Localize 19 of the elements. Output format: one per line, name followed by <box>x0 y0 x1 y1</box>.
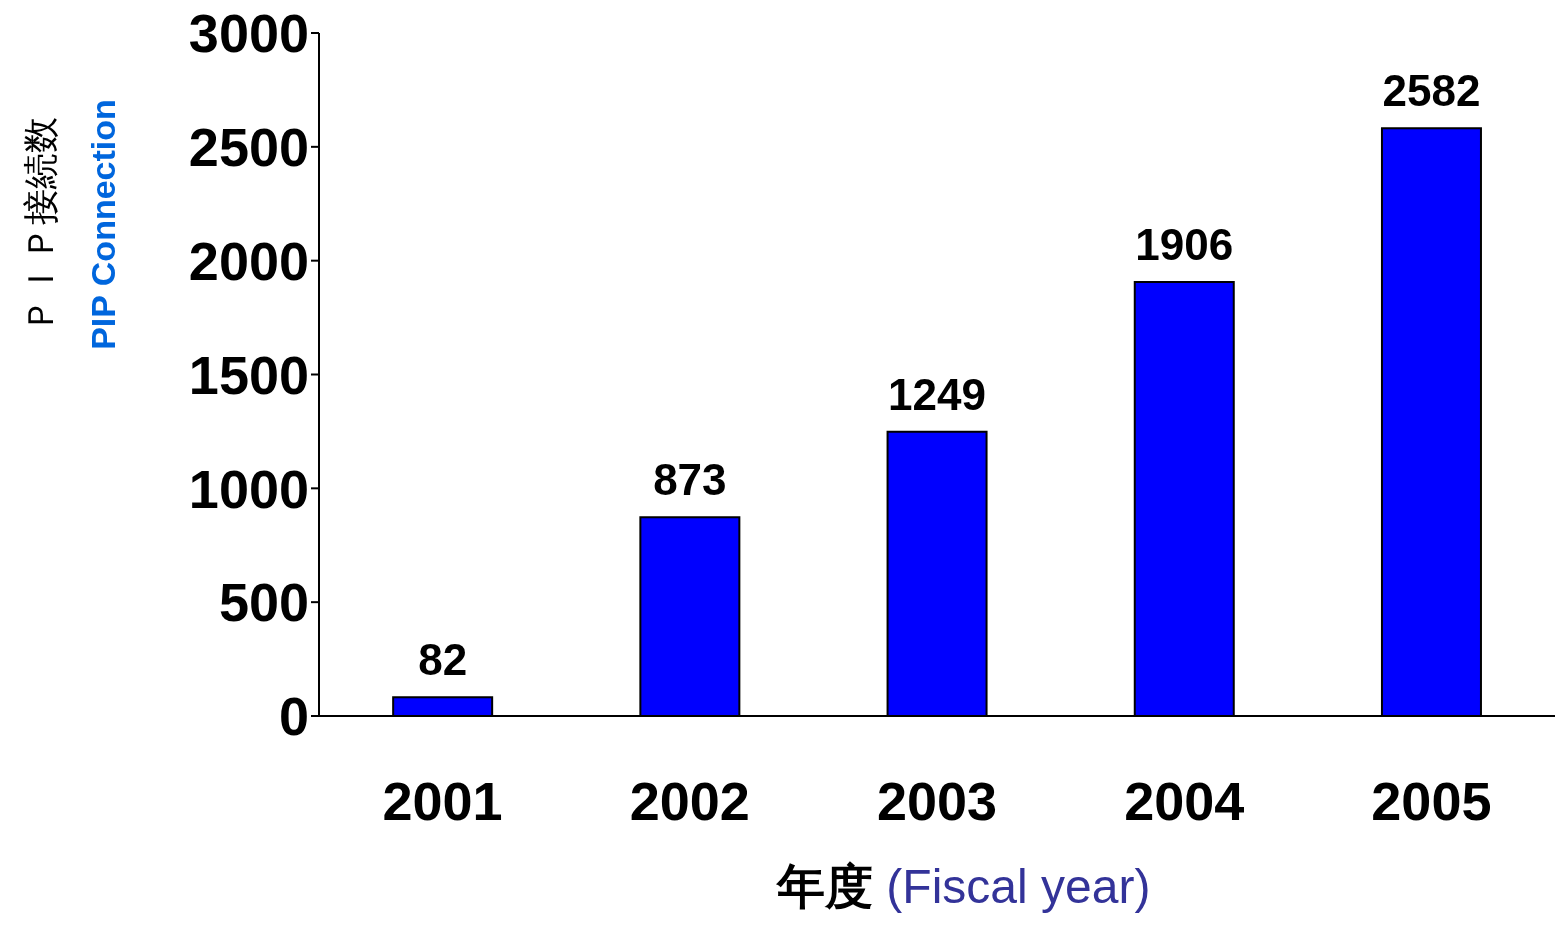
y-axis-title: ＰＩＰ接続数 PIP Connection <box>20 99 122 350</box>
y-tick-label: 1000 <box>188 458 309 519</box>
y-tick-label: 2000 <box>188 230 309 291</box>
data-label: 1906 <box>1135 220 1234 270</box>
y-tick-label: 500 <box>218 572 309 633</box>
x-tick-label: 2003 <box>876 771 998 832</box>
x-tick-label: 2002 <box>629 771 750 832</box>
data-label: 82 <box>418 635 468 685</box>
y-tick-label: 2500 <box>188 117 309 177</box>
data-label: 1249 <box>888 369 987 419</box>
x-tick-label: 2004 <box>1124 771 1245 832</box>
data-label: 2582 <box>1382 66 1481 116</box>
x-tick-label: 2005 <box>1371 771 1492 832</box>
y-tick-label: 1500 <box>188 344 309 405</box>
y-tick-label: 0 <box>278 686 309 747</box>
data-label: 873 <box>653 455 727 505</box>
x-tick-label: 2001 <box>382 771 503 832</box>
y-tick-label: 3000 <box>188 3 309 64</box>
x-axis-title: 年度 (Fiscal year) <box>775 860 1151 913</box>
